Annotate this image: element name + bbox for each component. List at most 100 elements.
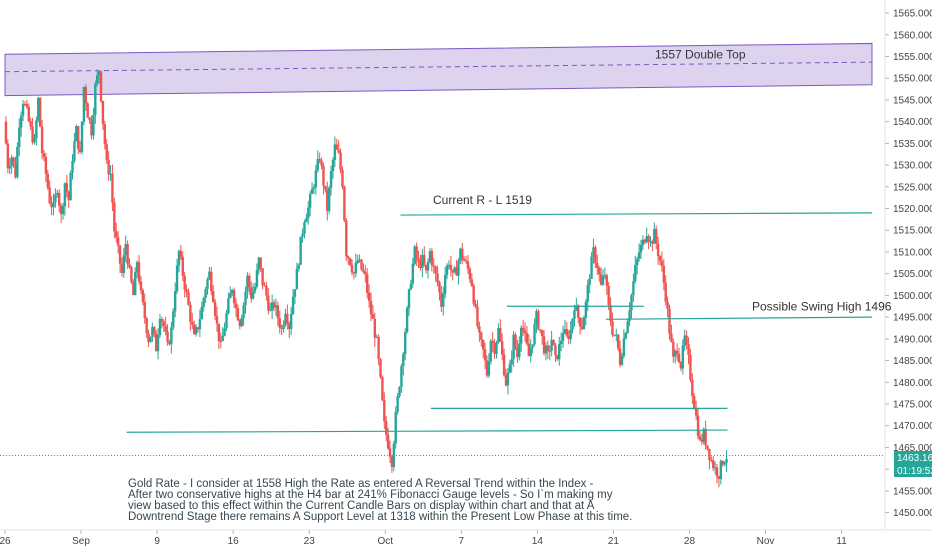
candle-body-down <box>196 327 200 330</box>
candle-body-down <box>381 376 384 401</box>
candle-body-down <box>514 334 517 349</box>
candle-body-up <box>489 340 492 362</box>
price-tick-label: 1540.000 <box>893 117 932 128</box>
candle-body-down <box>694 409 698 416</box>
candle-body-up <box>16 146 19 178</box>
candle-body-up <box>428 251 432 262</box>
last-price-label: 1463.16 <box>897 453 932 464</box>
price-tick-label: 1495.000 <box>893 313 932 324</box>
candle-body-up <box>225 313 228 329</box>
candle-body-down <box>464 260 468 262</box>
candle-body-up <box>175 265 179 292</box>
price-axis[interactable]: 1450.0001455.0001460.0001465.0001470.000… <box>885 9 932 520</box>
candle-body-up <box>457 261 460 276</box>
countdown-badge <box>894 464 932 477</box>
candle-body-up <box>588 278 591 285</box>
double-top-zone <box>4 42 873 97</box>
candle-body-up <box>559 340 563 345</box>
candle-body-up <box>200 306 203 320</box>
candle-body-up <box>61 206 65 215</box>
candle-body-down <box>672 341 675 357</box>
candle-body-down <box>485 360 489 376</box>
candle-body-up <box>407 289 411 308</box>
candle-body-down <box>31 126 34 143</box>
candle-body-up <box>229 293 232 299</box>
candle-body-down <box>166 331 169 342</box>
candle-body-up <box>535 311 538 325</box>
price-tick-label: 1515.000 <box>893 226 932 237</box>
candle-body-down <box>320 160 323 166</box>
candle-body-down <box>153 327 156 334</box>
candle-body-up <box>725 459 728 463</box>
candle-body-up <box>172 311 175 328</box>
candle-body-down <box>364 271 367 275</box>
candle-body-down <box>371 314 375 319</box>
candle-body-down <box>493 343 496 354</box>
candle-body-down <box>516 348 519 358</box>
candle-body-down <box>126 244 129 265</box>
candle-body-down <box>415 246 418 259</box>
candle-body-down <box>390 456 394 467</box>
candle-body-down <box>662 265 666 283</box>
time-tick-label: 28 <box>684 536 696 547</box>
candle-body-up <box>531 344 534 349</box>
candle-body-down <box>57 193 61 206</box>
candle-body-down <box>107 159 110 175</box>
candle-body-down <box>77 126 80 149</box>
candle-body-down <box>651 241 654 244</box>
candle-body-up <box>71 160 74 173</box>
candle-body-down <box>470 279 473 286</box>
candle-body-down <box>272 302 276 308</box>
candle-body-up <box>231 290 234 294</box>
candle-body-down <box>88 117 91 121</box>
candle-body-up <box>158 318 162 336</box>
candle-body-down <box>537 311 540 330</box>
candle-body-down <box>577 305 580 318</box>
candle-body-down <box>366 274 369 293</box>
candle-body-up <box>314 170 318 188</box>
time-tick-label: 16 <box>228 536 240 547</box>
candle-body-down <box>430 251 434 266</box>
candle-body-down <box>143 301 146 319</box>
candle-body-down <box>502 354 506 376</box>
candle-body-up <box>307 207 310 219</box>
candle-body-up <box>173 291 177 312</box>
candle-body-up <box>624 333 627 339</box>
candle-body-up <box>411 263 415 284</box>
time-axis[interactable]: 26 Sep 9 16 23 Oct 7 14 21 28 Nov 11 <box>0 530 847 547</box>
candle-body-down <box>423 255 426 265</box>
candle-body-down <box>540 330 544 337</box>
candle-body-down <box>554 345 557 355</box>
candle-body-up <box>613 334 616 336</box>
candle-body-up <box>396 396 399 412</box>
price-tick-label: 1555.000 <box>893 52 932 63</box>
candle-body-down <box>706 445 709 449</box>
annotation-line: After two conservative highs at the H4 b… <box>128 489 613 501</box>
candle-body-down <box>449 264 453 270</box>
candle-body-down <box>137 262 141 282</box>
candle-body-down <box>40 126 44 154</box>
candle-body-up <box>561 333 565 341</box>
candle-body-down <box>326 189 329 211</box>
candle-body-down <box>455 267 458 276</box>
candle-body-up <box>227 298 230 314</box>
candle-body-up <box>641 239 645 246</box>
candle-body-up <box>639 245 643 253</box>
candle-body-down <box>660 260 664 266</box>
candle-body-down <box>481 339 485 350</box>
candle-body-down <box>265 285 268 296</box>
candle-body-up <box>453 267 456 273</box>
candle-body-up <box>312 187 316 189</box>
candle-body-up <box>569 329 572 340</box>
candle-body-up <box>533 324 536 345</box>
candle-body-down <box>546 345 550 351</box>
candle-body-down <box>687 344 690 355</box>
candle-body-up <box>331 159 335 172</box>
candle-body-down <box>118 245 122 264</box>
candle-body-down <box>154 333 158 352</box>
candle-body-down <box>419 261 422 269</box>
candle-body-down <box>360 259 363 270</box>
price-tick-label: 1470.000 <box>893 421 932 432</box>
candle-body-up <box>459 248 462 262</box>
